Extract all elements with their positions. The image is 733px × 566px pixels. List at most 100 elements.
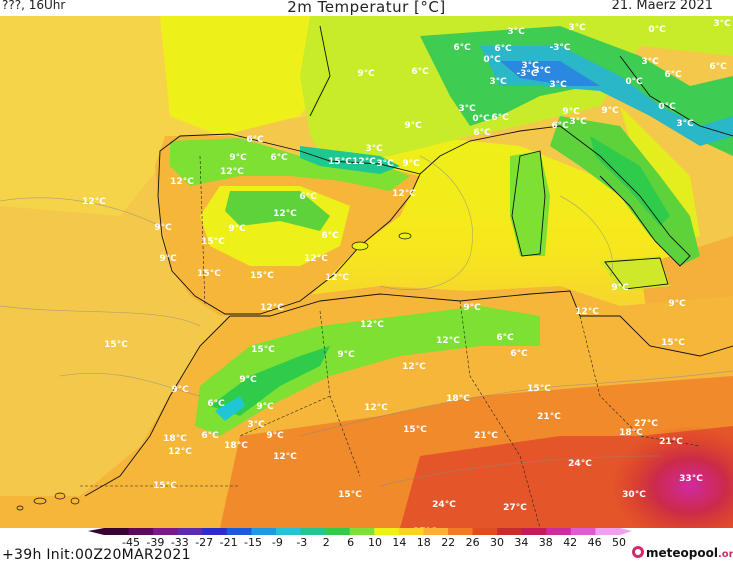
temp-label: 12°C (402, 362, 426, 372)
temp-label: 15°C (197, 269, 221, 279)
temp-label: 33°C (679, 474, 703, 484)
atlas-snow (215, 396, 245, 421)
temp-label: 24°C (432, 500, 456, 510)
temp-label: 9°C (266, 431, 284, 441)
temp-label: 6°C (496, 333, 514, 343)
scale-swatch (202, 528, 228, 535)
temp-label: 6°C (246, 135, 264, 145)
libya-hotspot (610, 426, 733, 528)
temp-label: 0°C (648, 25, 666, 35)
model-run-label: ???, 16Uhr (2, 0, 66, 12)
temp-label: 12°C (352, 157, 376, 167)
meteopool-logo-icon (632, 546, 644, 558)
scale-swatch (104, 528, 130, 535)
temp-label: 12°C (360, 320, 384, 330)
temp-label: 3°C (641, 57, 659, 67)
scale-tick: 26 (466, 536, 480, 546)
scale-tick: 34 (514, 536, 528, 546)
scale-swatch (153, 528, 179, 535)
scale-swatch (325, 528, 351, 535)
temp-label: 18°C (224, 441, 248, 451)
atlas-mountains (195, 306, 540, 436)
temp-label: 6°C (321, 231, 339, 241)
iberia-north-cool (170, 138, 410, 191)
temp-label: 9°C (668, 299, 686, 309)
logo-text: meteopool (646, 546, 718, 560)
scale-swatches (104, 528, 621, 535)
temp-label: 6°C (551, 121, 569, 131)
temp-label: 0°C (625, 77, 643, 87)
temp-label: 21°C (659, 437, 683, 447)
temp-label: 3°C (713, 19, 731, 29)
temp-label: 9°C (611, 283, 629, 293)
borders (80, 155, 701, 528)
temp-label: 15°C (527, 384, 551, 394)
temp-label: 6°C (709, 62, 727, 72)
temp-label: 3°C (247, 420, 265, 430)
forecast-run-info: +39h Init:00Z20MAR2021 (2, 547, 191, 563)
temp-label: 27°C (413, 527, 437, 528)
temp-label: 12°C (364, 403, 388, 413)
temp-label: 12°C (304, 254, 328, 264)
temp-label: 12°C (220, 167, 244, 177)
temp-label: 6°C (510, 349, 528, 359)
temp-label: 9°C (239, 375, 257, 385)
temp-label: 12°C (273, 209, 297, 219)
temp-label: 3°C (569, 117, 587, 127)
temp-label: 3°C (376, 159, 394, 169)
temp-label: 3°C (507, 27, 525, 37)
temp-label: 12°C (392, 189, 416, 199)
scale-tick: -27 (195, 536, 213, 546)
temp-label: 15°C (104, 340, 128, 350)
scale-tick: -3 (296, 536, 307, 546)
scale-swatch (226, 528, 252, 535)
temp-label: 27°C (634, 419, 658, 429)
scale-tick: 2 (323, 536, 330, 546)
temp-label: 9°C (601, 106, 619, 116)
scale-swatch (595, 528, 621, 535)
scale-swatch (448, 528, 474, 535)
temp-label: 24°C (568, 459, 592, 469)
temp-label: 3°C (549, 80, 567, 90)
scale-tick: 38 (539, 536, 553, 546)
scale-swatch (251, 528, 277, 535)
temp-label: 15°C (250, 271, 274, 281)
color-scale: -45 -39 -33 -27 -21 -15 -9 -3 2 6 10 14 18 22 26 30 34 38… (0, 528, 733, 550)
bay-of-biscay (160, 16, 330, 136)
temp-label: 12°C (273, 452, 297, 462)
scale-tick: 22 (441, 536, 455, 546)
scale-tick-labels: -45 -39 -33 -27 -21 -15 -9 -3 2 6 10 14 18 22 26 30 34 38… (122, 536, 626, 549)
scale-tick: -15 (244, 536, 262, 546)
scale-swatch (423, 528, 449, 535)
scale-arrow-right (620, 528, 632, 535)
temp-label: 9°C (357, 69, 375, 79)
scale-swatch (128, 528, 154, 535)
scale-swatch (570, 528, 596, 535)
temp-label: 6°C (299, 192, 317, 202)
scale-tick: -9 (272, 536, 283, 546)
temp-label: 6°C (494, 44, 512, 54)
scale-swatch (374, 528, 400, 535)
scale-swatch (300, 528, 326, 535)
temp-label: 3°C (568, 23, 586, 33)
temp-label: 15°C (328, 157, 352, 167)
temp-label: 6°C (270, 153, 288, 163)
scale-tick: 42 (563, 536, 577, 546)
sicily (600, 256, 670, 291)
scale-tick: 18 (417, 536, 431, 546)
temp-label: 3°C (533, 66, 551, 76)
temp-label: -3°C (516, 69, 537, 79)
temp-label: 6°C (201, 431, 219, 441)
temp-label: 9°C (171, 385, 189, 395)
meteopool-logo[interactable]: meteopool.org (632, 546, 733, 560)
pyrenees (300, 146, 400, 174)
temp-label: -3°C (549, 43, 570, 53)
scale-tick: 6 (347, 536, 354, 546)
temp-label: 21°C (474, 431, 498, 441)
temp-label: 15°C (661, 338, 685, 348)
temp-label: 12°C (168, 447, 192, 457)
logo-tld: .org (717, 549, 733, 560)
scale-swatch (177, 528, 203, 535)
scale-swatch (349, 528, 375, 535)
temp-label: 6°C (453, 43, 471, 53)
